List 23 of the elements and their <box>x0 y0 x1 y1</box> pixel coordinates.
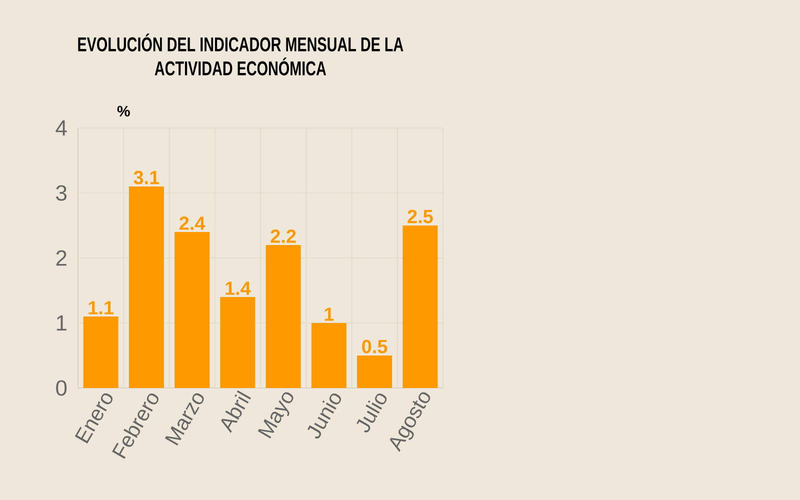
bar <box>311 322 346 388</box>
data-label: 1.4 <box>226 282 251 295</box>
data-label: 1.1 <box>88 301 114 314</box>
data-label: 2.4 <box>180 216 206 230</box>
y-tick-label: 4 <box>56 120 67 136</box>
y-tick-label: 0 <box>56 380 67 396</box>
bar <box>128 186 164 388</box>
bar <box>83 316 118 388</box>
y-axis-title: % <box>117 106 130 116</box>
bar <box>220 296 256 388</box>
bar <box>174 232 210 388</box>
y-tick-label: 2 <box>56 250 66 266</box>
bar <box>402 225 438 388</box>
data-label: 2.5 <box>408 210 433 224</box>
data-label: 0.5 <box>362 340 388 354</box>
data-label: 1 <box>324 308 334 321</box>
y-tick-label: 3 <box>56 185 67 201</box>
chart-title: EVOLUCIÓN DEL INDICADOR MENSUAL DE LA ACTIVIDAD ECONÓMICA <box>78 34 404 76</box>
bar <box>357 355 392 388</box>
bar <box>266 244 301 388</box>
data-label: 3.1 <box>134 170 160 184</box>
data-label: 2.2 <box>270 230 296 243</box>
y-tick-label: 1 <box>56 315 66 331</box>
